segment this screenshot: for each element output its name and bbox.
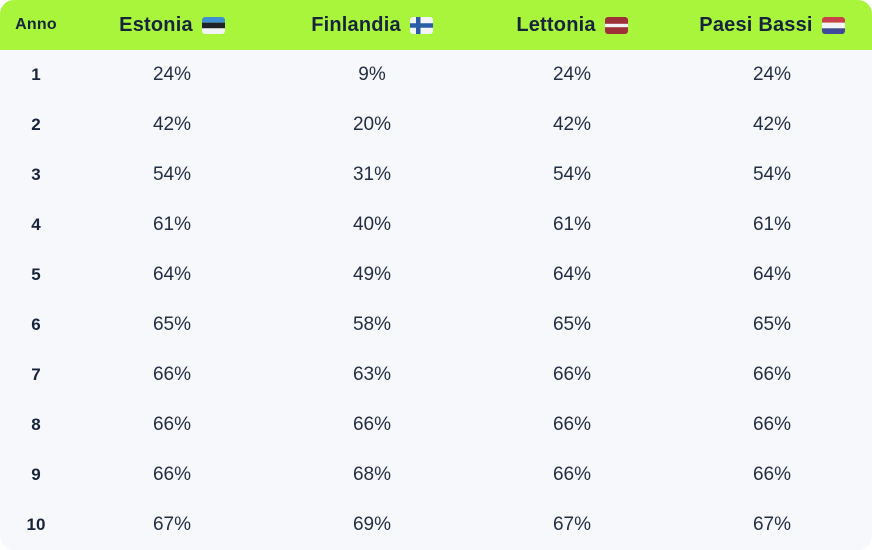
year-cell: 8 [31,415,41,434]
paesi-bassi-value-cell: 66% [752,414,792,435]
table-row: 10 67% 69% 67% 67% [0,500,872,550]
table-row: 2 42% 20% 42% 42% [0,100,872,150]
year-cell: 1 [31,65,41,84]
table-body: 1 24% 9% 24% 24% 2 42% 20% 42% 42% 3 54%… [0,50,872,550]
year-cell: 3 [31,165,41,184]
lettonia-value-cell: 66% [552,364,592,385]
lettonia-value-cell: 67% [552,514,592,535]
table-row: 3 54% 31% 54% 54% [0,150,872,200]
anno-header-label: Anno [15,16,57,33]
paesi-bassi-value-cell: 64% [752,264,792,285]
latvia-flag-icon [604,16,628,34]
finlandia-value-cell: 69% [352,514,392,535]
estonia-value-cell: 42% [152,114,192,135]
table-row: 7 66% 63% 66% 66% [0,350,872,400]
paesi-bassi-value-cell: 65% [752,314,792,335]
table-header-row: Anno Estonia Finlandia Lettonia [0,0,872,50]
estonia-value-cell: 66% [152,364,192,385]
col-header-finlandia: Finlandia [272,14,472,37]
finlandia-value-cell: 68% [352,464,392,485]
paesi-bassi-header-label: Paesi Bassi [699,13,813,36]
col-header-estonia: Estonia [72,14,272,37]
lettonia-value-cell: 66% [552,464,592,485]
estonia-value-cell: 61% [152,214,192,235]
paesi-bassi-value-cell: 54% [752,164,792,185]
col-header-paesi-bassi: Paesi Bassi [672,14,872,37]
finlandia-value-cell: 20% [352,114,392,135]
lettonia-value-cell: 61% [552,214,592,235]
finlandia-value-cell: 9% [358,64,386,85]
finlandia-value-cell: 63% [352,364,392,385]
year-cell: 7 [31,365,41,384]
finlandia-header-label: Finlandia [311,13,401,36]
lettonia-value-cell: 64% [552,264,592,285]
year-cell: 4 [31,215,41,234]
finlandia-value-cell: 58% [352,314,392,335]
finlandia-value-cell: 49% [352,264,392,285]
finlandia-value-cell: 66% [352,414,392,435]
table-row: 4 61% 40% 61% 61% [0,200,872,250]
lettonia-value-cell: 24% [552,64,592,85]
col-header-lettonia: Lettonia [472,14,672,37]
year-cell: 9 [31,465,41,484]
netherlands-flag-icon [821,16,845,34]
paesi-bassi-value-cell: 66% [752,464,792,485]
paesi-bassi-value-cell: 66% [752,364,792,385]
estonia-value-cell: 64% [152,264,192,285]
year-cell: 10 [26,515,46,534]
estonia-value-cell: 54% [152,164,192,185]
table-row: 6 65% 58% 65% 65% [0,300,872,350]
year-cell: 5 [31,265,41,284]
table-row: 1 24% 9% 24% 24% [0,50,872,100]
paesi-bassi-value-cell: 24% [752,64,792,85]
finlandia-value-cell: 40% [352,214,392,235]
lettonia-value-cell: 42% [552,114,592,135]
table-row: 9 66% 68% 66% 66% [0,450,872,500]
lettonia-value-cell: 66% [552,414,592,435]
finlandia-value-cell: 31% [352,164,392,185]
table-row: 5 64% 49% 64% 64% [0,250,872,300]
lettonia-value-cell: 54% [552,164,592,185]
year-cell: 2 [31,115,41,134]
finland-flag-icon [409,16,433,34]
estonia-value-cell: 65% [152,314,192,335]
paesi-bassi-value-cell: 42% [752,114,792,135]
table-row: 8 66% 66% 66% 66% [0,400,872,450]
lettonia-value-cell: 65% [552,314,592,335]
paesi-bassi-value-cell: 61% [752,214,792,235]
estonia-value-cell: 66% [152,464,192,485]
lettonia-header-label: Lettonia [516,13,596,36]
estonia-flag-icon [201,16,225,34]
year-cell: 6 [31,315,41,334]
col-header-anno: Anno [0,16,72,34]
estonia-header-label: Estonia [119,13,193,36]
estonia-value-cell: 24% [152,64,192,85]
paesi-bassi-value-cell: 67% [752,514,792,535]
estonia-value-cell: 67% [152,514,192,535]
estonia-value-cell: 66% [152,414,192,435]
